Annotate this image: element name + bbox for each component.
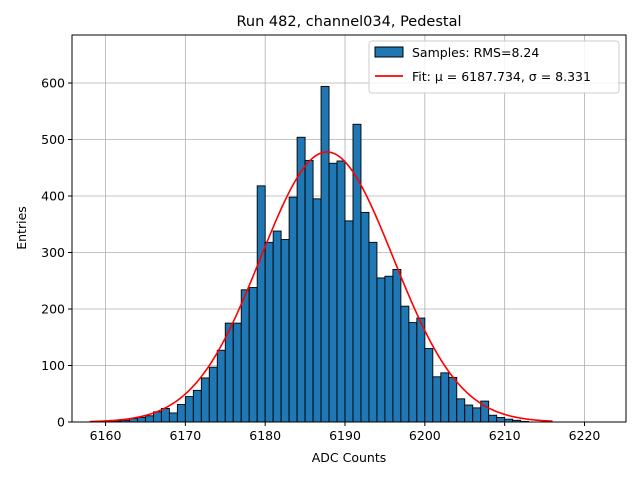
histogram-bar xyxy=(272,230,282,423)
histogram-bar xyxy=(448,376,458,423)
histogram-bar xyxy=(176,404,186,423)
legend-box xyxy=(368,40,620,94)
histogram-bar xyxy=(192,389,202,423)
histogram-bar xyxy=(496,417,506,423)
histogram-bar xyxy=(184,396,194,423)
histogram-bar xyxy=(264,241,274,423)
chart-title: Run 482, channel034, Pedestal xyxy=(236,14,461,30)
histogram-bar xyxy=(160,407,170,423)
legend-label-samples: Samples: RMS=8.24 xyxy=(412,45,539,60)
histogram-bar xyxy=(472,407,482,423)
histogram-bar xyxy=(248,287,258,423)
legend-patch-samples xyxy=(374,46,404,58)
histogram-bar xyxy=(360,211,370,423)
histogram-bar xyxy=(384,275,394,423)
y-tick-label: 500 xyxy=(41,132,65,147)
histogram-bar xyxy=(216,349,226,423)
histogram-bar xyxy=(320,85,330,423)
x-tick-label: 6220 xyxy=(569,428,601,443)
histogram-bar xyxy=(416,317,426,423)
gaussian-fit-curve xyxy=(89,151,553,423)
x-tick-label: 6180 xyxy=(249,428,281,443)
histogram-bar xyxy=(344,220,354,423)
y-tick-label: 100 xyxy=(41,358,65,373)
y-tick-label: 600 xyxy=(41,76,65,91)
histogram-bar xyxy=(352,123,362,423)
x-tick-label: 6200 xyxy=(409,428,441,443)
y-tick-label: 200 xyxy=(41,302,65,317)
x-axis-ticks: 6160 6170 6180 6190 6200 6210 6220 xyxy=(90,422,601,443)
histogram-bar xyxy=(368,241,378,423)
histogram-bar xyxy=(296,136,306,423)
x-tick-label: 6160 xyxy=(90,428,122,443)
histogram-bar xyxy=(224,322,234,423)
histogram-bar xyxy=(304,159,314,423)
histogram-bar xyxy=(137,417,146,423)
y-tick-label: 0 xyxy=(57,415,65,430)
histogram-bar xyxy=(328,162,338,423)
y-axis-ticks: 0 100 200 300 400 500 600 xyxy=(41,76,72,430)
histogram-bar xyxy=(312,198,322,423)
x-tick-label: 6170 xyxy=(169,428,201,443)
histogram-bar xyxy=(424,348,434,423)
histogram-bar xyxy=(280,239,290,423)
histogram-bar xyxy=(432,376,442,423)
histogram-bar xyxy=(200,377,210,423)
histogram-bar xyxy=(144,415,154,423)
histogram-bar xyxy=(440,372,450,423)
x-tick-label: 6210 xyxy=(489,428,521,443)
histogram-bar xyxy=(288,196,298,423)
x-axis-label: ADC Counts xyxy=(312,450,387,465)
histogram-bar xyxy=(376,277,386,423)
histogram-bar xyxy=(168,412,178,423)
histogram-bars xyxy=(105,85,530,423)
y-tick-label: 300 xyxy=(41,245,65,260)
histogram-bar xyxy=(456,398,466,423)
axes-frame xyxy=(71,34,627,423)
x-tick-label: 6190 xyxy=(329,428,361,443)
histogram-bar xyxy=(408,322,418,423)
histogram-bar xyxy=(464,404,474,423)
y-axis-label: Entries xyxy=(14,206,29,250)
histogram-bar xyxy=(208,366,218,423)
histogram-bar xyxy=(240,289,250,423)
histogram-bar xyxy=(400,305,410,423)
legend: Samples: RMS=8.24 Fit: μ = 6187.734, σ =… xyxy=(368,40,620,94)
histogram-bar xyxy=(232,322,242,423)
histogram-bar xyxy=(336,160,346,423)
histogram-bar xyxy=(256,185,266,423)
histogram-bar xyxy=(392,269,402,423)
y-tick-label: 400 xyxy=(41,189,65,204)
histogram-bar xyxy=(488,414,498,423)
legend-label-fit: Fit: μ = 6187.734, σ = 8.331 xyxy=(412,69,591,84)
